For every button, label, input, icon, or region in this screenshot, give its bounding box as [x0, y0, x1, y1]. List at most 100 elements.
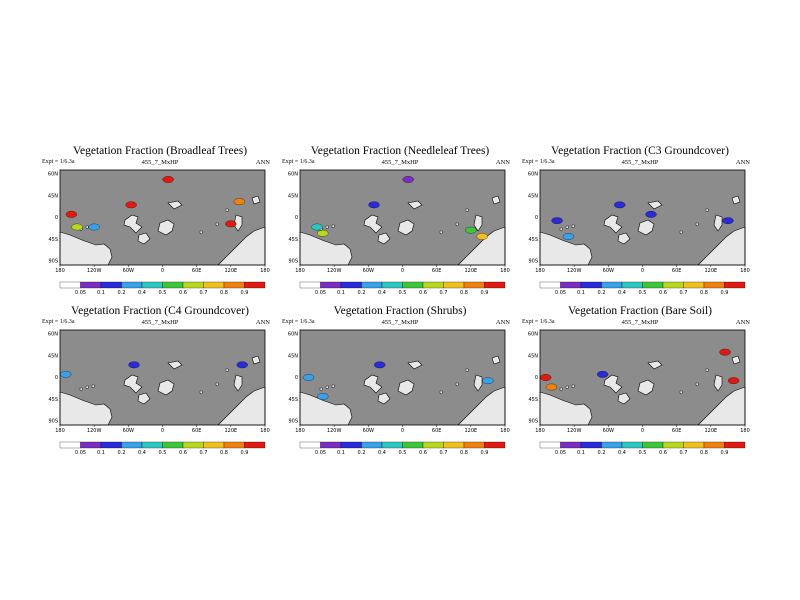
data-hotspot: [311, 223, 323, 231]
island: [319, 387, 323, 391]
colorbar-tick-label: 0.05: [75, 450, 86, 456]
experiment-id: 455_7_MxHP: [381, 319, 419, 326]
data-hotspot: [727, 377, 740, 385]
colorbar-swatch: [203, 281, 225, 289]
colorbar-tick-label: 0.7: [680, 290, 688, 296]
lat-tick-label: 45S: [288, 397, 298, 403]
colorbar-swatch: [621, 281, 643, 289]
landmass: [157, 379, 175, 396]
colorbar-swatch: [601, 441, 623, 449]
island: [465, 368, 469, 372]
colorbar-swatch: [361, 281, 383, 289]
lat-tick-label: 45S: [528, 397, 538, 403]
lon-tick-label: 0: [401, 268, 404, 274]
data-hotspot: [233, 198, 246, 206]
colorbar-swatch: [100, 441, 122, 449]
lat-tick-label: 45N: [528, 353, 538, 359]
colorbar-swatch: [320, 441, 342, 449]
colorbar-swatch: [162, 441, 184, 449]
data-hotspot: [540, 374, 552, 381]
colorbar-swatch: [121, 281, 143, 289]
landmass: [363, 374, 383, 394]
lon-tick-label: 120E: [704, 428, 717, 434]
colorbar-swatch: [182, 281, 204, 289]
colorbar-tick-label: 0.6: [419, 450, 427, 456]
colorbar-tick-label: 0.6: [659, 290, 667, 296]
panel-subtitle: Expt = 1/6.3a: [42, 319, 75, 325]
colorbar-swatch: [223, 281, 245, 289]
colorbar-tick-label: 0.5: [639, 290, 647, 296]
landmass: [473, 214, 483, 232]
colorbar-tick-label: 0.4: [138, 290, 146, 296]
lon-tick-label: 180: [500, 268, 510, 274]
data-hotspot: [128, 361, 140, 369]
colorbar-swatch: [484, 441, 506, 449]
data-hotspot: [722, 217, 734, 225]
panel-title: Vegetation Fraction (Needleleaf Trees): [310, 145, 490, 157]
landmass: [491, 195, 501, 205]
lat-tick-label: 90S: [528, 259, 538, 265]
data-hotspot: [645, 210, 657, 218]
colorbar-tick-label: 0.8: [700, 290, 708, 296]
data-hotspot: [225, 220, 237, 228]
lon-tick-label: 60W: [363, 428, 374, 434]
data-hotspot: [317, 393, 329, 400]
map-plot: 60N 45N 0 45S 90S 180 120W 60W 0 60E 120E 180 0.05 0.…: [528, 329, 750, 456]
colorbar-tick-label: 0.1: [577, 290, 585, 296]
landmass: [617, 392, 631, 405]
colorbar-tick-label: 0.05: [555, 290, 566, 296]
colorbar-tick-label: 0.2: [358, 290, 366, 296]
lon-tick-label: 120W: [327, 428, 342, 434]
island: [91, 384, 95, 388]
map-plot: 60N 45N 0 45S 90S 180 120W 60W 0 60E 120E 180 0.05 0.…: [528, 169, 750, 296]
colorbar-swatch: [443, 281, 465, 289]
lon-tick-label: 120E: [224, 428, 237, 434]
colorbar-tick-label: 0.05: [315, 290, 326, 296]
lat-tick-label: 0: [295, 375, 298, 381]
colorbar-swatch: [299, 281, 321, 289]
lon-tick-label: 180: [295, 428, 305, 434]
island: [679, 390, 683, 394]
landmass: [251, 355, 261, 365]
island: [79, 387, 83, 391]
data-hotspot: [719, 348, 731, 356]
island: [331, 384, 335, 388]
island: [705, 208, 709, 212]
colorbar-tick-label: 0.05: [75, 290, 86, 296]
island: [455, 382, 459, 386]
colorbar-tick-label: 0.5: [399, 290, 407, 296]
colorbar-swatch: [703, 441, 725, 449]
island: [225, 208, 229, 212]
colorbar-tick-label: 0.7: [440, 290, 448, 296]
colorbar-tick-label: 0.4: [378, 450, 386, 456]
data-hotspot: [317, 229, 329, 237]
map-plot: 60N 45N 0 45S 90S 180 120W 60W 0 60E 120E 180 0.05 0.…: [48, 329, 270, 456]
colorbar-swatch: [320, 281, 342, 289]
lon-tick-label: 120E: [704, 268, 717, 274]
island: [85, 385, 89, 389]
data-hotspot: [465, 226, 477, 234]
colorbar-tick-label: 0.8: [460, 290, 468, 296]
lat-tick-label: 0: [535, 375, 538, 381]
colorbar-swatch: [80, 281, 102, 289]
panel-needleleaf-trees: Vegetation Fraction (Needleleaf Trees) E…: [280, 145, 520, 305]
island: [465, 208, 469, 212]
map-plot: 60N 45N 0 45S 90S 180 120W 60W 0 60E 120E 180 0.05 0.…: [288, 329, 510, 456]
landmass: [123, 214, 143, 234]
colorbar-tick-label: 0.1: [337, 450, 345, 456]
colorbar-tick-label: 0.6: [419, 290, 427, 296]
colorbar-swatch: [141, 281, 163, 289]
landmass: [397, 219, 415, 236]
colorbar-swatch: [621, 441, 643, 449]
lon-tick-label: 120W: [567, 268, 582, 274]
lat-tick-label: 45N: [288, 353, 298, 359]
colorbar-tick-label: 0.9: [241, 450, 249, 456]
landmass: [637, 379, 655, 396]
colorbar-tick-label: 0.6: [179, 290, 187, 296]
colorbar-tick-label: 0.7: [200, 450, 208, 456]
lon-tick-label: 180: [55, 428, 65, 434]
colorbar-tick-label: 0.1: [97, 290, 105, 296]
colorbar-swatch: [402, 441, 424, 449]
lon-tick-label: 0: [641, 268, 644, 274]
lon-tick-label: 60E: [192, 428, 202, 434]
